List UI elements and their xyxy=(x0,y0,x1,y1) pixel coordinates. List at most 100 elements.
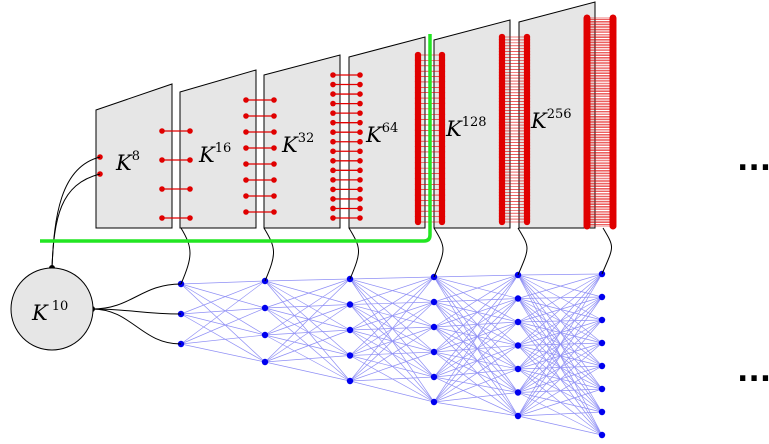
panel-label-exp: 8 xyxy=(132,149,140,164)
panel-3: K32 xyxy=(243,54,341,229)
panel-dot xyxy=(330,72,336,78)
panel-dot xyxy=(159,186,165,192)
network-edge xyxy=(433,276,519,299)
panel-dot xyxy=(438,191,446,199)
panel-dot xyxy=(357,100,363,107)
panel-dot xyxy=(438,68,446,75)
network-edge xyxy=(349,276,435,280)
panel-dot xyxy=(438,138,446,145)
panel-dot xyxy=(271,97,277,103)
panel-dot xyxy=(159,128,165,134)
panel-dot xyxy=(609,222,617,230)
panel-dot xyxy=(414,105,422,112)
panel-dots xyxy=(498,33,531,226)
network-node xyxy=(346,352,354,359)
network-edge xyxy=(433,276,519,370)
network-node xyxy=(598,431,606,439)
panel-dot xyxy=(330,138,336,145)
panel-dot xyxy=(357,138,363,145)
network-edge xyxy=(433,345,519,403)
panel-dot xyxy=(414,159,422,166)
panel-dot xyxy=(414,57,422,64)
network-edge xyxy=(264,280,351,382)
panel-dot xyxy=(357,129,363,135)
panel-dot xyxy=(330,91,336,97)
panel-dot xyxy=(159,157,165,163)
network-node xyxy=(514,389,522,396)
panel-label: K64 xyxy=(365,121,398,147)
panel-dot xyxy=(330,100,336,107)
panel-dot xyxy=(243,113,249,119)
network-node xyxy=(598,339,606,347)
panel-label-exp: 16 xyxy=(215,141,232,156)
panel-dot xyxy=(414,68,422,75)
network-edge xyxy=(264,361,351,382)
panel-dot xyxy=(330,196,336,202)
network-edge xyxy=(517,273,603,370)
network-edge xyxy=(264,278,351,282)
panel-label: K128 xyxy=(445,115,487,141)
network-node xyxy=(261,331,269,339)
network-edge xyxy=(433,276,519,393)
network-layer-6 xyxy=(598,270,606,439)
network-edge xyxy=(433,321,519,403)
network-edge xyxy=(433,298,519,303)
panel-dot xyxy=(357,72,363,78)
panel-dots xyxy=(414,51,446,226)
panel-dot xyxy=(357,110,363,116)
panel-label: K16 xyxy=(198,141,231,167)
panel-dot xyxy=(330,129,336,135)
panel-dot xyxy=(414,121,422,129)
input-link xyxy=(91,308,182,315)
panel-dot xyxy=(438,111,446,118)
network-edge xyxy=(517,388,603,417)
network-edge xyxy=(349,351,435,382)
network-edge xyxy=(433,298,519,353)
network-edge xyxy=(264,280,351,356)
panel-dot xyxy=(357,119,363,126)
panel-dot xyxy=(414,186,422,193)
network-edge xyxy=(517,273,603,299)
network-edge xyxy=(433,326,519,393)
panel-network-link xyxy=(180,227,191,285)
network-edge xyxy=(349,276,435,382)
network-edge xyxy=(433,298,519,403)
network-edge xyxy=(180,280,266,345)
network-edge xyxy=(180,283,266,336)
panel-label: K256 xyxy=(530,107,572,133)
input-node xyxy=(10,267,94,351)
network-edge xyxy=(349,276,435,356)
network-edge xyxy=(264,329,351,336)
panel-shape xyxy=(179,69,257,229)
network-node xyxy=(514,295,522,302)
panel-dot xyxy=(438,154,446,161)
network-edge xyxy=(264,278,351,336)
panel-dot xyxy=(498,218,506,226)
input-link xyxy=(91,308,182,345)
network-edge xyxy=(517,319,603,417)
panel-label-exp: 64 xyxy=(382,121,399,136)
network-layer-2 xyxy=(261,277,269,366)
panel-label-base: K xyxy=(115,151,133,175)
network-edge xyxy=(264,304,351,363)
panel-dot xyxy=(414,62,422,69)
panel-dots xyxy=(243,97,277,215)
panel-dot xyxy=(438,121,446,129)
input-node-exp: 10 xyxy=(52,299,69,314)
network-edge xyxy=(517,273,603,417)
network-edge xyxy=(517,415,603,436)
network-edge xyxy=(180,313,266,363)
panel-dot xyxy=(330,119,336,126)
panel-network-link xyxy=(433,227,444,278)
panel-dot xyxy=(414,181,422,188)
panel-dot xyxy=(330,215,336,221)
panel-dot xyxy=(414,148,422,156)
network-edge xyxy=(264,304,351,336)
network-edge xyxy=(517,365,603,417)
network-edge xyxy=(517,296,603,417)
network-edge xyxy=(433,351,519,393)
network-node xyxy=(430,348,438,356)
network-edge xyxy=(433,298,519,328)
green-route-line xyxy=(40,34,432,243)
